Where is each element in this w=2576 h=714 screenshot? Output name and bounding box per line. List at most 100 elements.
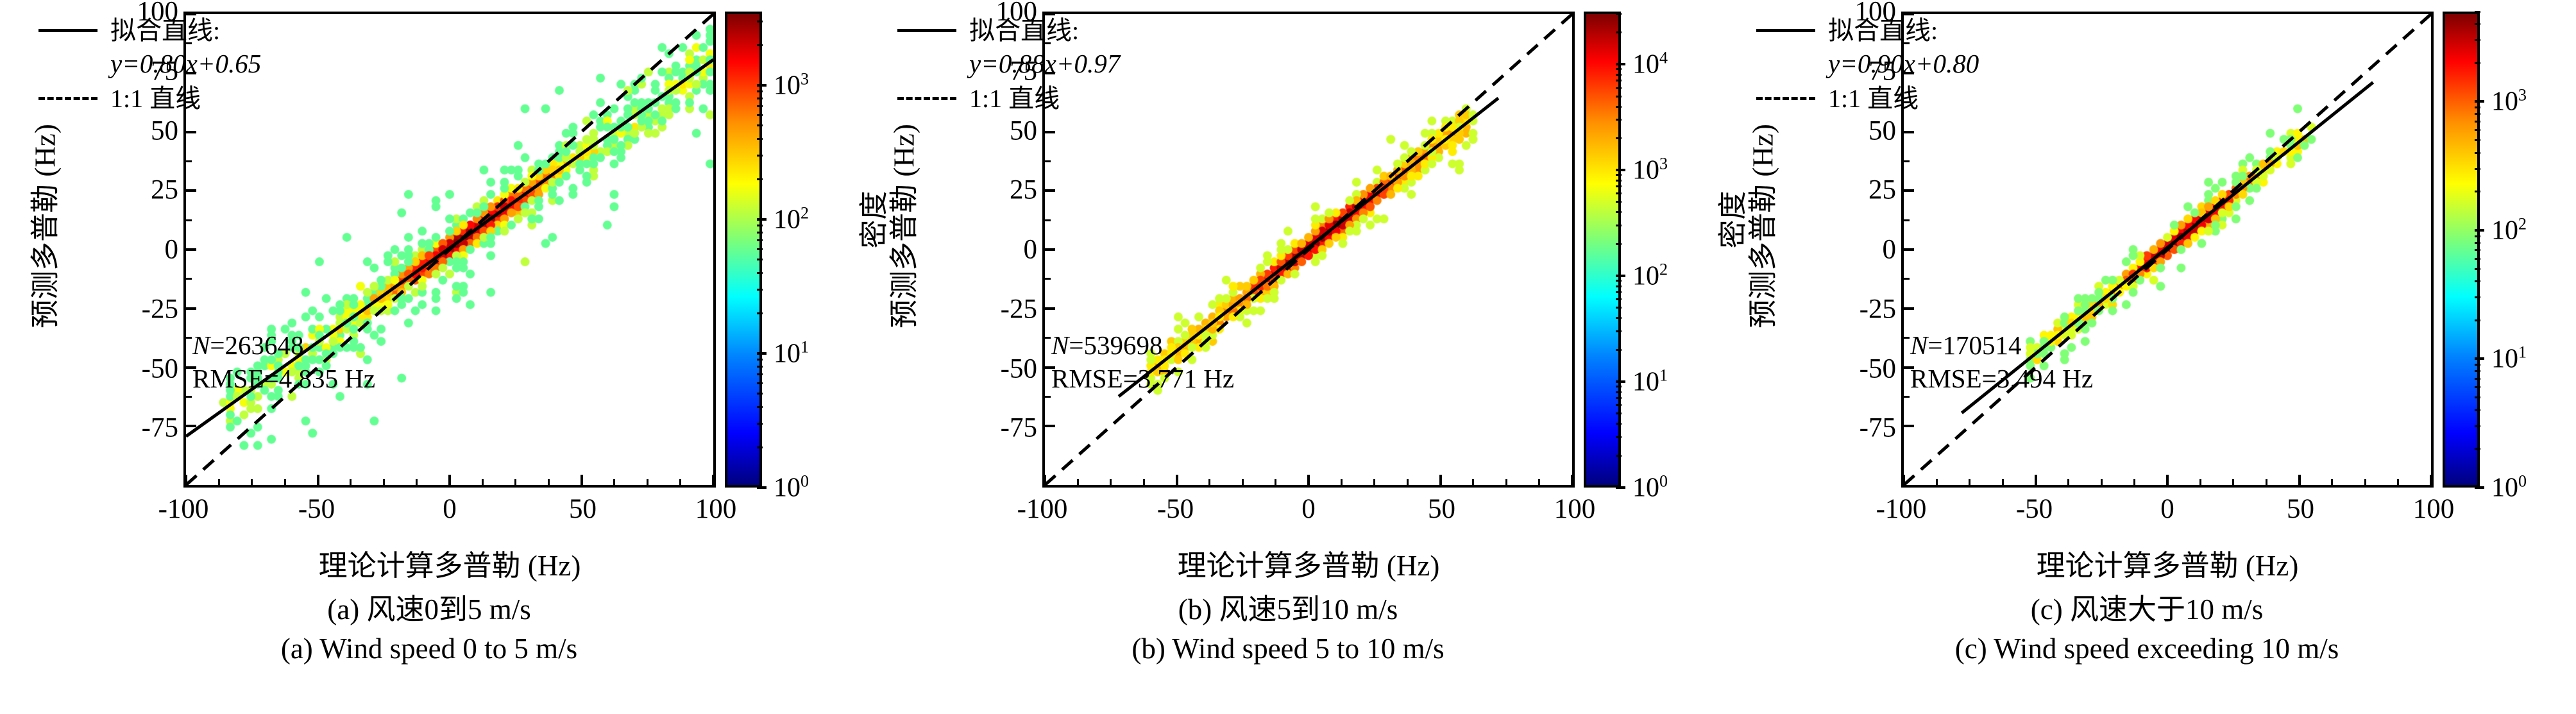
y-tick-mark [186,130,196,133]
colorbar-tick-label: 102 [2491,214,2527,246]
colorbar-tick-minor [1616,174,1622,176]
y-tick-label: 50 [1868,115,1896,146]
colorbar-tick-minor [1616,68,1622,71]
colorbar-tick-minor [1616,201,1622,203]
colorbar-tick-minor [757,405,763,408]
colorbar-tick-minor [1616,225,1622,227]
plot-area-b [1042,12,1575,488]
colorbar-tick-minor [2475,378,2480,380]
colorbar-tick-label: 101 [2491,343,2527,374]
x-tick-minor [2133,479,2136,485]
legend-row-identity-c: 1:1 直线 [1756,83,2032,114]
colorbar-tick-minor [2475,191,2480,193]
x-tick-minor [1241,479,1244,485]
x-tick-label: 50 [569,494,597,524]
fit-lines-c [1904,14,2431,485]
colorbar-tick-minor [1616,285,1622,287]
panel-b: 预测多普勒 (Hz) 100 75 50 25 0 -25 -50 -75 -100 -50 0 5… [859,0,1749,714]
colorbar-tick-minor [2475,120,2480,123]
colorbar-tick-minor [2475,249,2480,251]
colorbar-tick-mark [2475,228,2484,232]
solid-line-swatch-icon [897,29,956,33]
legend-fit-equation-b: y=0.88x+0.97 [969,49,1121,79]
x-tick-minor [416,479,418,485]
x-tick-minor [217,479,220,485]
x-tick-minor [2001,479,2004,485]
caption-cn-b: (b) 风速5到10 m/s [1178,593,1398,625]
y-tick-minor [186,278,192,280]
x-tick-minor [1208,479,1211,485]
caption-b: (b) 风速5到10 m/s (b) Wind speed 5 to 10 m/… [859,590,1717,668]
caption-en-c: (c) Wind speed exceeding 10 m/s [1954,632,2339,665]
y-tick-mark [1904,189,1914,192]
colorbar-tick-minor [2475,364,2480,366]
x-tick-mark [1904,475,1905,485]
x-tick-mark [2298,475,2301,485]
y-tick-mark [1045,14,1055,15]
y-tick-label: -25 [1859,294,1896,325]
y-tick-mark [1045,425,1055,428]
x-tick-label: 100 [2412,494,2455,524]
colorbar-tick-minor [757,154,763,157]
colorbar-tick-minor [757,124,763,127]
legend-row-fit-a: 拟合直线: [38,15,314,46]
y-tick-label: 100 [996,0,1038,27]
colorbar-tick-label: 103 [2491,85,2527,117]
colorbar-tick-minor [2475,151,2480,154]
colorbar-tick-minor [2475,106,2480,109]
x-tick-minor [679,479,682,485]
x-tick-minor [251,479,253,485]
x-tick-label: 50 [2287,494,2314,524]
x-tick-labels-b: -100 -50 0 50 100 [1017,495,1596,534]
y-tick-label: 25 [1010,174,1037,205]
x-tick-label: 0 [443,494,457,524]
x-tick-minor [2397,479,2400,485]
colorbar-tick-minor [2475,10,2480,13]
y-tick-mark [1904,130,1914,133]
panel-c: 预测多普勒 (Hz) 100 75 50 25 0 -25 -50 -75 -100 -50 0 5… [1718,0,2576,714]
identity-line [1904,14,2431,485]
colorbar-tick-minor [1616,386,1622,388]
colorbar-tick-minor [2475,235,2480,237]
colorbar-tick-minor [1616,454,1622,457]
caption-a: (a) 风速0到5 m/s (a) Wind speed 0 to 5 m/s [0,590,858,668]
x-tick-label: 100 [695,494,737,524]
colorbar-tick-label: 100 [1632,472,1668,503]
colorbar-tick-minor [1616,397,1622,400]
colorbar-tick-minor [1616,307,1622,309]
caption-cn-a: (a) 风速0到5 m/s [327,593,531,625]
stat-rmse-c: RMSE=3.494 Hz [1910,364,2094,394]
colorbar-tick-minor [757,178,763,180]
y-tick-minor [186,395,192,398]
colorbar-tick-label: 102 [1632,260,1668,291]
fit-line [1117,96,1500,398]
y-tick-minor [1904,278,1910,280]
solid-line-swatch-icon [1756,29,1815,33]
colorbar-tick-label: 102 [774,203,809,235]
stats-b: N=539698 RMSE=3.771 Hz [1051,328,1234,396]
x-tick-minor [1110,479,1112,485]
colorbar-tick-label: 104 [1632,48,1668,80]
colorbar-tick-minor [1616,105,1622,108]
colorbar-tick-minor [1616,179,1622,182]
legend-fit-equation-a: y=0.80x+0.65 [110,49,262,79]
legend-c: 拟合直线: y=0.90x+0.80 1:1 直线 [1756,15,2032,116]
legend-row-fit-c: 拟合直线: [1756,15,2032,46]
y-tick-label: 75 [1868,56,1896,87]
x-tick-mark [2166,475,2169,485]
fit-lines-b [1045,14,1572,485]
y-tick-minor [1045,160,1051,162]
plot-area-c [1901,12,2434,488]
x-tick-minor [1275,479,1277,485]
colorbar-tick-minor [1616,185,1622,188]
y-tick-label: 50 [1010,115,1037,146]
y-tick-minor [1045,219,1051,221]
colorbar-tick-minor [2475,296,2480,299]
x-tick-minor [2232,479,2235,485]
colorbar-tick-minor [2475,280,2480,283]
x-tick-mark [2034,475,2037,485]
solid-line-swatch-icon [38,29,97,33]
y-tick-mark [1045,189,1055,192]
y-tick-labels-a: 100 75 50 25 0 -25 -50 -75 [96,0,179,488]
caption-en-a: (a) Wind speed 0 to 5 m/s [280,632,578,665]
